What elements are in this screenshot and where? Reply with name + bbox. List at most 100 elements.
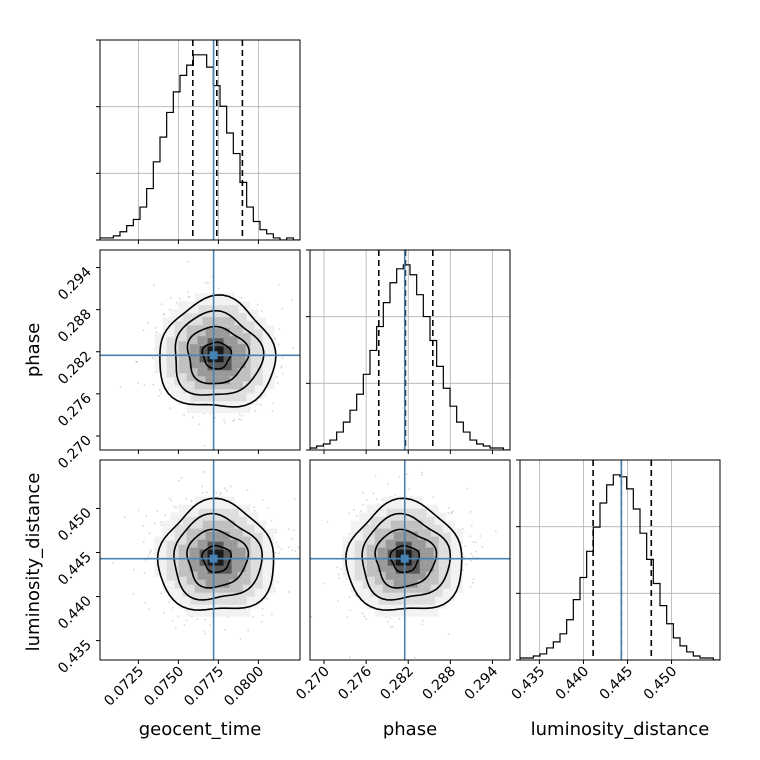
density-cell [178,552,187,561]
scatter-point [252,615,255,618]
density-cell [266,341,275,350]
scatter-point [260,621,263,623]
density-cell [221,539,230,548]
density-cell [186,568,195,577]
y-tick-label-phase: 0.276 [55,390,95,430]
density-cell [237,547,246,556]
density-cell [234,608,243,617]
density-cell [186,405,195,414]
density-cell [206,508,215,517]
density-cell [166,540,175,549]
density-cell [403,565,412,574]
density-cell [411,557,420,566]
density-cell [190,393,199,402]
density-cell [174,580,183,589]
density-cell [194,576,203,585]
scatter-point [365,618,367,620]
scatter-point [232,420,234,423]
density-cell [425,555,434,564]
scatter-point [144,601,147,604]
density-cell [210,405,219,414]
density-cell [162,381,171,390]
density-cell [393,579,402,588]
scatter-point [148,608,150,611]
x-tick-label-luminosity_distance: 0.440 [553,664,593,704]
scatter-point [275,531,277,534]
scatter-point [137,382,139,385]
density-cell [221,368,230,377]
scatter-point [238,413,241,416]
density-cell [242,576,251,585]
density-cell [246,588,255,597]
density-cell [154,341,163,350]
density-cell [223,362,232,371]
density-cell [234,381,243,390]
density-cell [246,524,255,533]
scatter-point [163,611,166,614]
scatter-point [203,412,206,415]
density-cell [215,557,224,566]
scatter-point [348,512,351,515]
scatter-point [246,488,249,491]
density-cell [266,552,275,561]
density-cell [178,544,187,553]
density-cell [194,528,203,537]
y-tick-label-phase: 0.288 [55,306,95,346]
scatter-point [254,410,257,413]
density-cell [154,357,163,366]
scatter-point [239,638,242,640]
histogram-luminosity_distance [520,474,720,660]
density-cell [398,608,407,617]
truth-marker [400,554,409,563]
density-cell [370,516,379,525]
scatter-point [408,488,411,490]
density-cell [266,560,275,569]
density-cell [178,560,187,569]
scatter-point [469,511,472,513]
density-cell [214,596,223,605]
density-cell [166,369,175,378]
scatter-point [326,521,329,523]
scatter-point [406,473,409,475]
density-cell [202,405,211,414]
scatter-point [336,600,339,603]
density-cell [266,584,275,593]
density-cell [237,563,246,572]
scatter-point [135,360,138,363]
density-cell [422,576,431,585]
density-cell [266,365,275,374]
density-cell [182,385,191,394]
scatter-point [462,555,465,558]
density-cell [422,584,431,593]
density-cell [202,496,211,505]
density-cell [382,608,391,617]
density-cell [229,360,238,369]
density-cell [178,341,187,350]
density-cell [374,568,383,577]
density-cell [229,563,238,572]
density-cell [366,600,375,609]
density-cell [226,325,235,334]
density-cell [221,376,230,385]
scatter-point [158,388,161,391]
density-cell [406,584,415,593]
density-cell [266,568,275,577]
density-cell [194,325,203,334]
density-cell [229,571,238,580]
scatter-point [274,528,277,531]
density-cell [229,336,238,345]
density-cell [215,565,224,574]
density-cell [226,608,235,617]
density-cell [218,584,227,593]
scatter-point [241,414,244,417]
scatter-point [394,494,397,496]
density-cell [422,528,431,537]
xlabel-phase: phase [383,719,437,740]
density-cell [197,539,206,548]
density-cell [213,531,222,540]
scatter-point [375,498,378,501]
density-cell [354,572,363,581]
scatter-point [154,327,157,329]
density-cell [226,528,235,537]
